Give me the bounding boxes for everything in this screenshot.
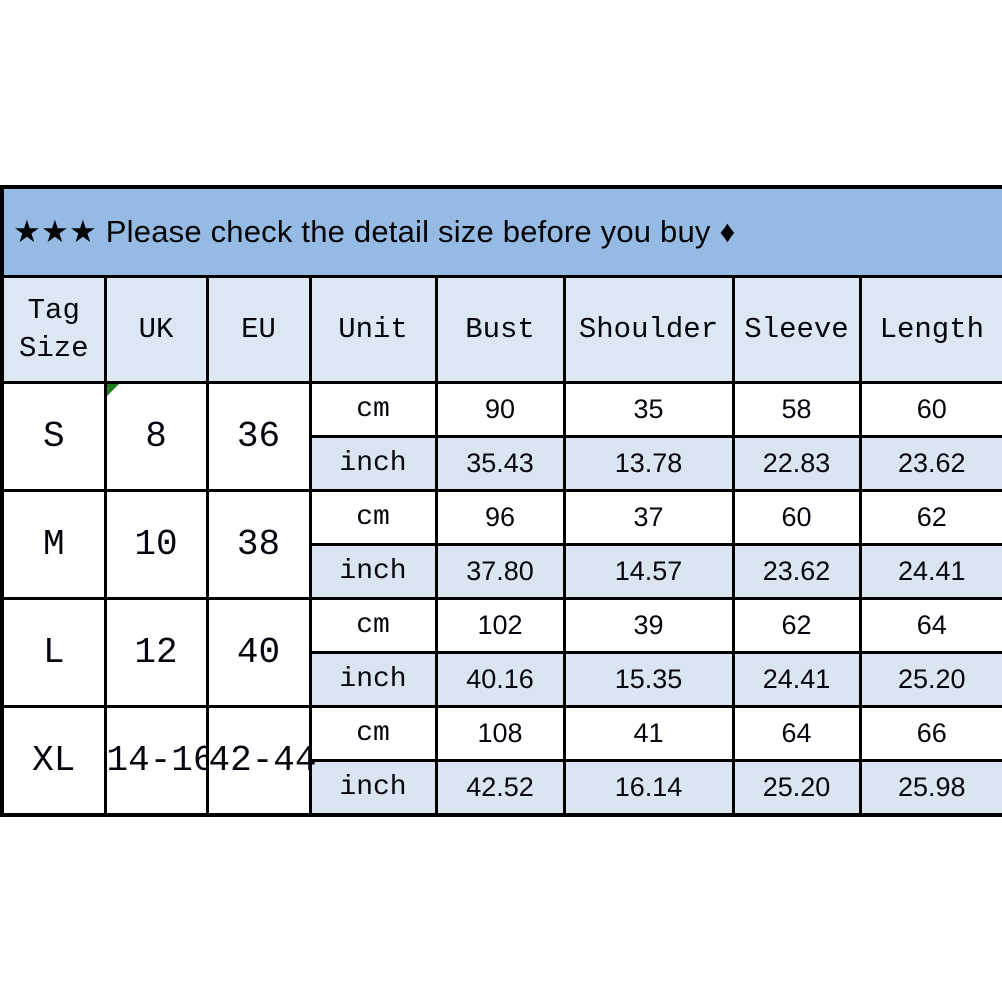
row-m-inch: inch 37.80 14.57 23.62 24.41 [2, 543, 1002, 600]
sleeve-value: 24.41 [731, 651, 862, 708]
col-header-sleeve: Sleeve [731, 275, 862, 384]
bust-value: 40.16 [434, 651, 566, 708]
sleeve-value: 64 [731, 705, 862, 762]
table-header-row: Tag Size UK EU Unit Bust Shoulder Sleeve… [0, 275, 1002, 384]
uk-value: 10 [103, 489, 209, 600]
bust-value: 90 [434, 381, 566, 438]
col-header-tag-size: Tag Size [0, 275, 107, 384]
length-value: 23.62 [858, 435, 1002, 492]
banner-text: ★★★ Please check the detail size before … [13, 214, 736, 249]
bust-value: 37.80 [434, 543, 566, 600]
sleeve-value: 62 [731, 597, 862, 654]
row-s-inch: inch 35.43 13.78 22.83 23.62 [2, 435, 1002, 492]
unit-label-cm: cm [308, 705, 438, 762]
sleeve-value: 25.20 [731, 759, 862, 817]
row-s-cm: S 8 36 cm 90 35 58 60 [0, 381, 1002, 492]
tag-size-value: S [0, 381, 107, 492]
uk-value: 8 [103, 381, 209, 492]
unit-label-inch: inch [308, 759, 438, 817]
row-xl-cm: XL 14-16 42-44 cm 108 41 64 66 [0, 705, 1002, 817]
eu-value: 42-44 [205, 705, 317, 817]
row-xl-inch: inch 42.52 16.14 25.20 25.98 [2, 759, 1002, 817]
row-l-inch: inch 40.16 15.35 24.41 25.20 [2, 651, 1002, 708]
length-value: 25.20 [858, 651, 1002, 708]
length-value: 66 [858, 705, 1002, 762]
banner-cell: ★★★ Please check the detail size before … [0, 185, 1002, 278]
bust-value: 108 [434, 705, 566, 762]
uk-value-text: 8 [145, 416, 167, 457]
col-header-shoulder: Shoulder [562, 275, 735, 384]
uk-value: 14-16 [103, 705, 215, 817]
bust-value: 42.52 [434, 759, 566, 817]
uk-value: 12 [103, 597, 209, 708]
col-header-eu: EU [205, 275, 312, 384]
sleeve-value: 58 [731, 381, 862, 438]
bust-value: 96 [434, 489, 566, 546]
tag-size-value: XL [0, 705, 107, 817]
col-header-uk: UK [103, 275, 209, 384]
sleeve-value: 60 [731, 489, 862, 546]
tag-size-value: M [0, 489, 107, 600]
shoulder-value: 14.57 [562, 543, 735, 600]
size-chart-table: ★★★ Please check the detail size before … [0, 185, 1002, 817]
eu-value: 38 [205, 489, 312, 600]
row-m-cm: M 10 38 cm 96 37 60 62 [0, 489, 1002, 600]
shoulder-value: 35 [562, 381, 735, 438]
bust-value: 102 [434, 597, 566, 654]
eu-value: 40 [205, 597, 312, 708]
tag-size-value: L [0, 597, 107, 708]
shoulder-value: 41 [562, 705, 735, 762]
length-value: 62 [858, 489, 1002, 546]
excel-error-indicator-icon [106, 384, 119, 396]
shoulder-value: 39 [562, 597, 735, 654]
unit-label-inch: inch [308, 651, 438, 708]
shoulder-value: 37 [562, 489, 735, 546]
row-l-cm: L 12 40 cm 102 39 62 64 [0, 597, 1002, 708]
unit-label-cm: cm [308, 489, 438, 546]
sleeve-value: 22.83 [731, 435, 862, 492]
eu-value: 36 [205, 381, 312, 492]
unit-label-inch: inch [308, 435, 438, 492]
bust-value: 35.43 [434, 435, 566, 492]
unit-label-cm: cm [308, 597, 438, 654]
unit-label-cm: cm [308, 381, 438, 438]
col-header-bust: Bust [434, 275, 566, 384]
length-value: 60 [858, 381, 1002, 438]
shoulder-value: 16.14 [562, 759, 735, 817]
col-header-unit: Unit [308, 275, 438, 384]
sleeve-value: 23.62 [731, 543, 862, 600]
length-value: 25.98 [858, 759, 1002, 817]
length-value: 24.41 [858, 543, 1002, 600]
shoulder-value: 13.78 [562, 435, 735, 492]
banner-row: ★★★ Please check the detail size before … [0, 185, 1002, 278]
length-value: 64 [858, 597, 1002, 654]
unit-label-inch: inch [308, 543, 438, 600]
col-header-length: Length [858, 275, 1002, 384]
shoulder-value: 15.35 [562, 651, 735, 708]
